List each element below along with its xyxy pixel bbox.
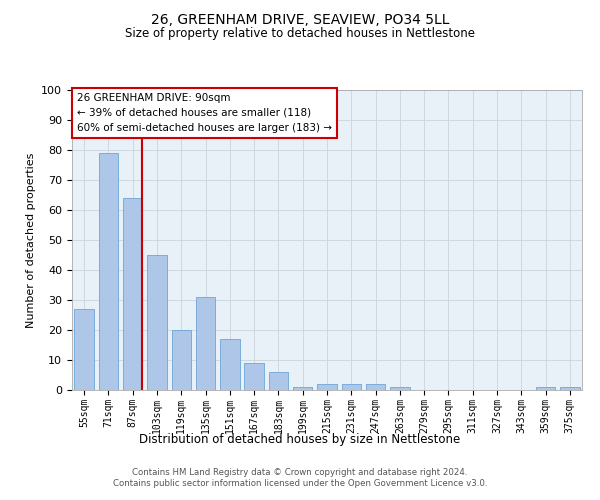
Text: Contains HM Land Registry data © Crown copyright and database right 2024.
Contai: Contains HM Land Registry data © Crown c…	[113, 468, 487, 487]
Bar	[390, 387, 410, 390]
Bar	[366, 384, 385, 390]
Bar	[196, 297, 215, 390]
Bar	[341, 384, 361, 390]
Text: 26, GREENHAM DRIVE, SEAVIEW, PO34 5LL: 26, GREENHAM DRIVE, SEAVIEW, PO34 5LL	[151, 12, 449, 26]
Bar	[317, 384, 337, 390]
Bar	[99, 153, 118, 390]
Y-axis label: Number of detached properties: Number of detached properties	[26, 152, 36, 328]
Bar	[244, 363, 264, 390]
Bar	[172, 330, 191, 390]
Text: 26 GREENHAM DRIVE: 90sqm
← 39% of detached houses are smaller (118)
60% of semi-: 26 GREENHAM DRIVE: 90sqm ← 39% of detach…	[77, 93, 332, 132]
Bar	[74, 309, 94, 390]
Bar	[123, 198, 142, 390]
Bar	[147, 255, 167, 390]
Bar	[293, 387, 313, 390]
Text: Size of property relative to detached houses in Nettlestone: Size of property relative to detached ho…	[125, 28, 475, 40]
Bar	[560, 387, 580, 390]
Bar	[536, 387, 555, 390]
Bar	[220, 339, 239, 390]
Bar	[269, 372, 288, 390]
Text: Distribution of detached houses by size in Nettlestone: Distribution of detached houses by size …	[139, 432, 461, 446]
